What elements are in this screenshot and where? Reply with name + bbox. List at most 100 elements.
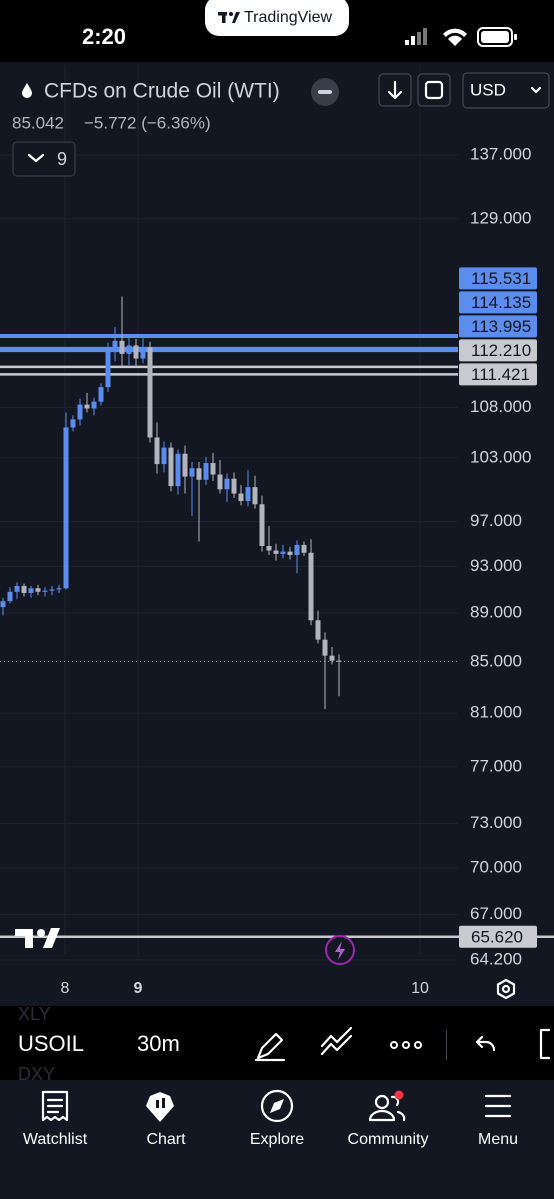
- sell-icon: [387, 80, 403, 100]
- candle-body: [28, 588, 34, 593]
- candle-body: [238, 493, 244, 502]
- price-badge: [459, 363, 537, 386]
- candle-body: [105, 348, 111, 388]
- banner: [205, 0, 349, 36]
- candle-body: [182, 453, 188, 477]
- quote-price: 85.042: [12, 113, 64, 132]
- indicators-tool[interactable]: [320, 1026, 353, 1056]
- tv-watermark: [15, 928, 60, 948]
- candle-body: [119, 340, 125, 354]
- candle-body: [126, 345, 132, 354]
- indicators-toggle[interactable]: [12, 141, 76, 177]
- candle-body: [77, 404, 83, 420]
- candle-body: [308, 552, 314, 621]
- nav-label[interactable]: Community: [348, 1131, 429, 1148]
- candle-body: [42, 590, 48, 592]
- candle-body: [35, 588, 41, 592]
- y-tick-label: 70.000: [470, 858, 522, 877]
- candle-body: [287, 551, 293, 556]
- price-badge: [459, 291, 537, 314]
- candle-body: [252, 487, 258, 505]
- y-tick-label: 77.000: [470, 756, 522, 775]
- candle-body: [231, 478, 237, 494]
- candle-body: [224, 478, 230, 490]
- price-badge-label: 112.210: [471, 341, 531, 360]
- candle-body: [98, 387, 104, 402]
- y-tick-label: 108.000: [470, 397, 531, 416]
- watchlist-icon: [41, 1090, 69, 1122]
- community-icon: [368, 1090, 406, 1122]
- toolbar: [0, 1006, 554, 1080]
- candle-body: [217, 474, 223, 490]
- price-badge: [459, 925, 537, 948]
- price-badge: [459, 339, 537, 362]
- status-icons: [405, 27, 517, 47]
- price-badge-label: 114.135: [471, 293, 531, 312]
- y-tick-label: 67.000: [470, 904, 522, 923]
- candle-body: [49, 589, 55, 591]
- price-badge-label: 115.531: [471, 269, 531, 288]
- candle-body: [266, 546, 272, 551]
- candle-body: [196, 468, 202, 480]
- candle-body: [147, 347, 153, 438]
- draw-tool[interactable]: [254, 1032, 286, 1062]
- layout-tool[interactable]: [539, 1028, 551, 1060]
- candle-body: [91, 401, 97, 409]
- nav-label[interactable]: Menu: [478, 1131, 518, 1148]
- candle-body: [161, 447, 167, 465]
- y-tick-label: 73.000: [470, 813, 522, 832]
- banner-text: TradingView: [244, 9, 332, 26]
- undo-tool[interactable]: [475, 1035, 496, 1052]
- x-tick-label: 9: [134, 980, 143, 997]
- candle-body: [21, 585, 27, 593]
- candle-body: [70, 419, 76, 428]
- symbol-title[interactable]: CFDs on Crude Oil (WTI): [44, 80, 280, 103]
- y-tick-label: 89.000: [470, 603, 522, 622]
- chart-background: [0, 62, 554, 1006]
- candle-body: [259, 504, 265, 547]
- alert-icon: [335, 941, 345, 960]
- candle-body: [315, 620, 321, 640]
- price-badge-label: 65.620: [471, 927, 523, 946]
- price-badge: [459, 315, 537, 338]
- candles: [0, 296, 342, 710]
- menu-icon: [484, 1094, 512, 1118]
- candle-body: [168, 447, 174, 487]
- candle-body: [203, 463, 209, 480]
- candle-body: [322, 639, 328, 656]
- y-tick-label: 137.000: [470, 144, 531, 163]
- buy-button[interactable]: [417, 73, 451, 107]
- nav-label[interactable]: Watchlist: [23, 1131, 88, 1148]
- symbol-button[interactable]: USOIL: [18, 1031, 84, 1056]
- candle-body: [140, 347, 146, 359]
- nav-label[interactable]: Chart: [146, 1131, 186, 1148]
- currency-chevron: [530, 86, 542, 94]
- price-badge-label: 111.421: [471, 365, 530, 384]
- more-tool[interactable]: [390, 1041, 422, 1049]
- banner-logo: [218, 12, 240, 23]
- candle-body: [84, 404, 90, 409]
- candle-body: [14, 585, 20, 592]
- levels: [0, 333, 554, 939]
- status-time: 2:20: [82, 24, 126, 49]
- nav-label[interactable]: Explore: [250, 1131, 304, 1148]
- price-axis: 137.000 129.000 108.000 103.000 97.000 93.000…: [61, 144, 537, 997]
- candle-body: [0, 601, 6, 608]
- candle-body: [154, 437, 160, 465]
- currency-select[interactable]: [462, 72, 550, 109]
- candle-body: [294, 544, 300, 556]
- toolbar-divider: [446, 1030, 447, 1060]
- next-symbol: DXY: [18, 1064, 55, 1084]
- interval-button[interactable]: 30m: [137, 1031, 180, 1056]
- y-tick-label: 93.000: [470, 556, 522, 575]
- collapse-icon: [318, 90, 332, 94]
- prev-symbol: XLY: [18, 1004, 51, 1024]
- drop-icon: [22, 83, 32, 98]
- x-tick-label: 10: [411, 980, 429, 997]
- y-tick-label: 64.200: [470, 949, 522, 968]
- candle-body: [63, 427, 69, 589]
- candle-body: [175, 453, 181, 487]
- settings-icon[interactable]: [496, 978, 516, 1000]
